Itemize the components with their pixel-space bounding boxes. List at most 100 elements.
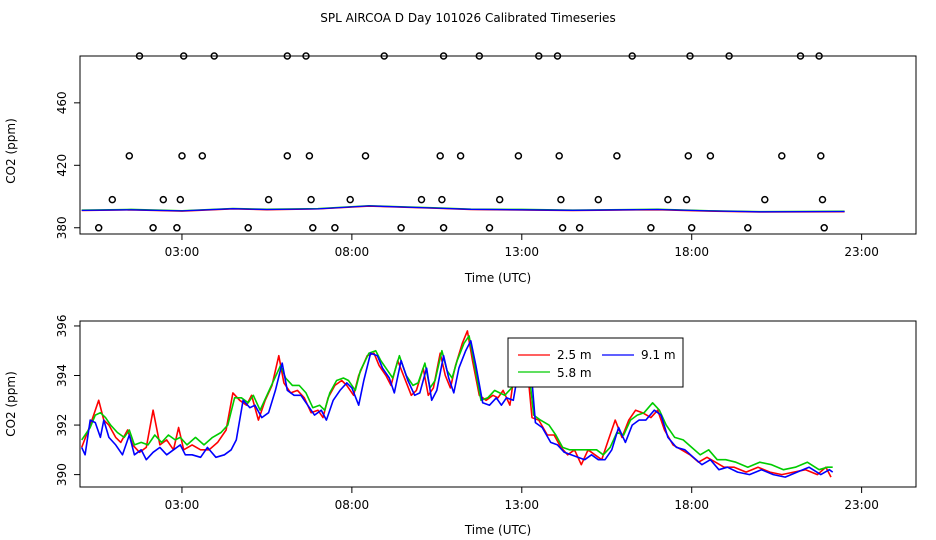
outlier-point (686, 52, 694, 60)
outlier-point (178, 152, 186, 160)
outlier-point (283, 152, 292, 160)
top-plot-frame (79, 55, 917, 235)
top-x-tick-label: 08:00 (335, 245, 370, 259)
top-panel: 03:00 08:00 13:00 18:00 23:00 380 420 460 Time… (4, 52, 917, 285)
outlier-point (179, 52, 188, 60)
bottom-y-tick-label: 396 (55, 315, 69, 338)
top-series-line-2 (81, 205, 845, 213)
outlier-point (346, 195, 354, 204)
bottom-y-tick-label: 394 (55, 364, 69, 387)
outlier-point (331, 224, 339, 232)
outlier-point (514, 152, 523, 160)
outlier-point (302, 52, 310, 60)
chart-title: SPL AIRCOA D Day 101026 Calibrated Times… (320, 11, 615, 25)
series-line-5-8-m (81, 335, 833, 471)
bottom-x-tick-label: 18:00 (674, 498, 709, 512)
series-line-2-5-m (80, 330, 832, 478)
outlier-point (553, 52, 562, 60)
outlier-point (820, 224, 828, 232)
bottom-y-axis-label: CO2 (ppm) (4, 371, 18, 437)
outlier-point (94, 224, 103, 232)
bottom-y-tick-label: 390 (55, 463, 69, 486)
legend-label-5-8m: 5.8 m (557, 366, 592, 380)
top-y-tick-label: 420 (55, 154, 69, 177)
outlier-point (725, 52, 733, 60)
outlier-point (436, 152, 444, 160)
outlier-point (558, 224, 567, 232)
outlier-point (439, 224, 448, 232)
top-y-tick-label: 460 (55, 91, 69, 114)
legend-label-2-5m: 2.5 m (557, 348, 592, 362)
outlier-point (647, 224, 655, 232)
outlier-point (796, 52, 805, 60)
bottom-x-axis-label: Time (UTC) (464, 523, 531, 537)
outlier-point (594, 195, 603, 204)
outlier-point (125, 152, 134, 160)
bottom-series-lines (80, 330, 834, 478)
outlier-point (244, 224, 252, 232)
outlier-point (439, 52, 448, 60)
outlier-point (818, 195, 827, 204)
outlier-point (495, 195, 504, 204)
top-series-lines (81, 204, 845, 213)
top-y-tick-label: 380 (55, 216, 69, 239)
top-x-tick-label: 13:00 (504, 245, 539, 259)
outlier-point (535, 52, 543, 60)
outlier-point (815, 52, 823, 60)
bottom-x-tick-label: 23:00 (844, 498, 879, 512)
outlier-point (456, 152, 465, 160)
outlier-point (628, 52, 636, 60)
bottom-y-tick-label: 392 (55, 414, 69, 437)
bottom-plot-frame (79, 320, 917, 488)
outlier-point (108, 195, 117, 204)
outlier-point (149, 224, 157, 232)
legend-label-9-1m: 9.1 m (641, 348, 676, 362)
legend: 2.5 m 5.8 m 9.1 m (507, 337, 684, 388)
top-x-tick-label: 18:00 (674, 245, 709, 259)
top-y-axis: 380 420 460 (55, 91, 80, 239)
outlier-point (198, 152, 207, 160)
top-x-axis-label: Time (UTC) (464, 271, 531, 285)
outlier-point (613, 152, 621, 160)
bottom-x-tick-label: 03:00 (165, 498, 200, 512)
outlier-point (575, 224, 584, 232)
outlier-point (682, 195, 691, 204)
outlier-point (475, 52, 484, 60)
outlier-point (438, 195, 446, 204)
outlier-point (283, 52, 292, 60)
outlier-point (485, 224, 494, 232)
outlier-point (397, 224, 405, 232)
outlier-point (706, 152, 715, 160)
bottom-panel: 03:00 08:00 13:00 18:00 23:00 390 392 394 396 T… (4, 315, 917, 537)
top-x-tick-label: 03:00 (165, 245, 200, 259)
outlier-point (664, 195, 672, 204)
legend-box (507, 337, 684, 388)
outlier-point (361, 152, 370, 160)
bottom-x-axis: 03:00 08:00 13:00 18:00 23:00 (165, 487, 879, 512)
bottom-y-axis: 390 392 394 396 (55, 315, 80, 486)
top-outlier-points (94, 52, 828, 232)
outlier-point (159, 195, 168, 204)
outlier-point (173, 224, 181, 232)
outlier-point (761, 195, 769, 204)
outlier-point (305, 152, 314, 160)
outlier-point (778, 152, 786, 160)
outlier-point (309, 224, 317, 232)
outlier-point (307, 195, 315, 204)
outlier-point (817, 152, 825, 160)
outlier-point (210, 52, 218, 60)
outlier-point (264, 195, 273, 204)
outlier-point (684, 152, 693, 160)
bottom-x-tick-label: 13:00 (504, 498, 539, 512)
series-line-9-1-m (80, 339, 834, 478)
outlier-point (380, 52, 388, 60)
top-x-tick-label: 23:00 (844, 245, 879, 259)
outlier-point (557, 195, 565, 204)
outlier-point (687, 224, 696, 232)
outlier-point (555, 152, 563, 160)
outlier-point (135, 52, 144, 60)
top-y-axis-label: CO2 (ppm) (4, 118, 18, 184)
bottom-x-tick-label: 08:00 (335, 498, 370, 512)
top-x-axis: 03:00 08:00 13:00 18:00 23:00 (165, 234, 879, 259)
